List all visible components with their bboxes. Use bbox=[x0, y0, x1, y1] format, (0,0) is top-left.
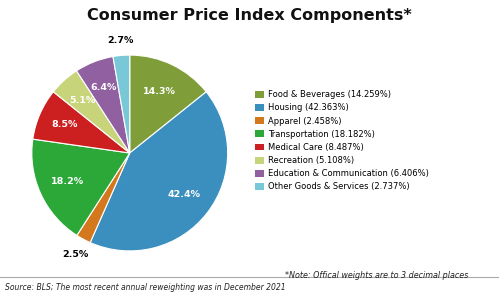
Text: 2.7%: 2.7% bbox=[107, 36, 133, 45]
Wedge shape bbox=[113, 55, 130, 153]
Legend: Food & Beverages (14.259%), Housing (42.363%), Apparel (2.458%), Transportation : Food & Beverages (14.259%), Housing (42.… bbox=[253, 88, 430, 193]
Text: 18.2%: 18.2% bbox=[51, 177, 84, 186]
Text: 8.5%: 8.5% bbox=[52, 121, 78, 129]
Wedge shape bbox=[32, 139, 130, 235]
Text: 2.5%: 2.5% bbox=[62, 250, 88, 259]
Text: 14.3%: 14.3% bbox=[143, 87, 176, 96]
Wedge shape bbox=[53, 71, 130, 153]
Wedge shape bbox=[76, 57, 130, 153]
Text: Consumer Price Index Components*: Consumer Price Index Components* bbox=[87, 8, 412, 23]
Text: 6.4%: 6.4% bbox=[91, 83, 117, 92]
Wedge shape bbox=[33, 92, 130, 153]
Text: Source: BLS; The most recent annual reweighting was in December 2021: Source: BLS; The most recent annual rewe… bbox=[5, 283, 285, 292]
Wedge shape bbox=[77, 153, 130, 243]
Text: 5.1%: 5.1% bbox=[69, 96, 96, 105]
Text: *Note: Offical weights are to 3 decimal places: *Note: Offical weights are to 3 decimal … bbox=[285, 271, 469, 280]
Wedge shape bbox=[90, 92, 228, 251]
Text: 42.4%: 42.4% bbox=[168, 190, 201, 199]
Wedge shape bbox=[130, 55, 206, 153]
